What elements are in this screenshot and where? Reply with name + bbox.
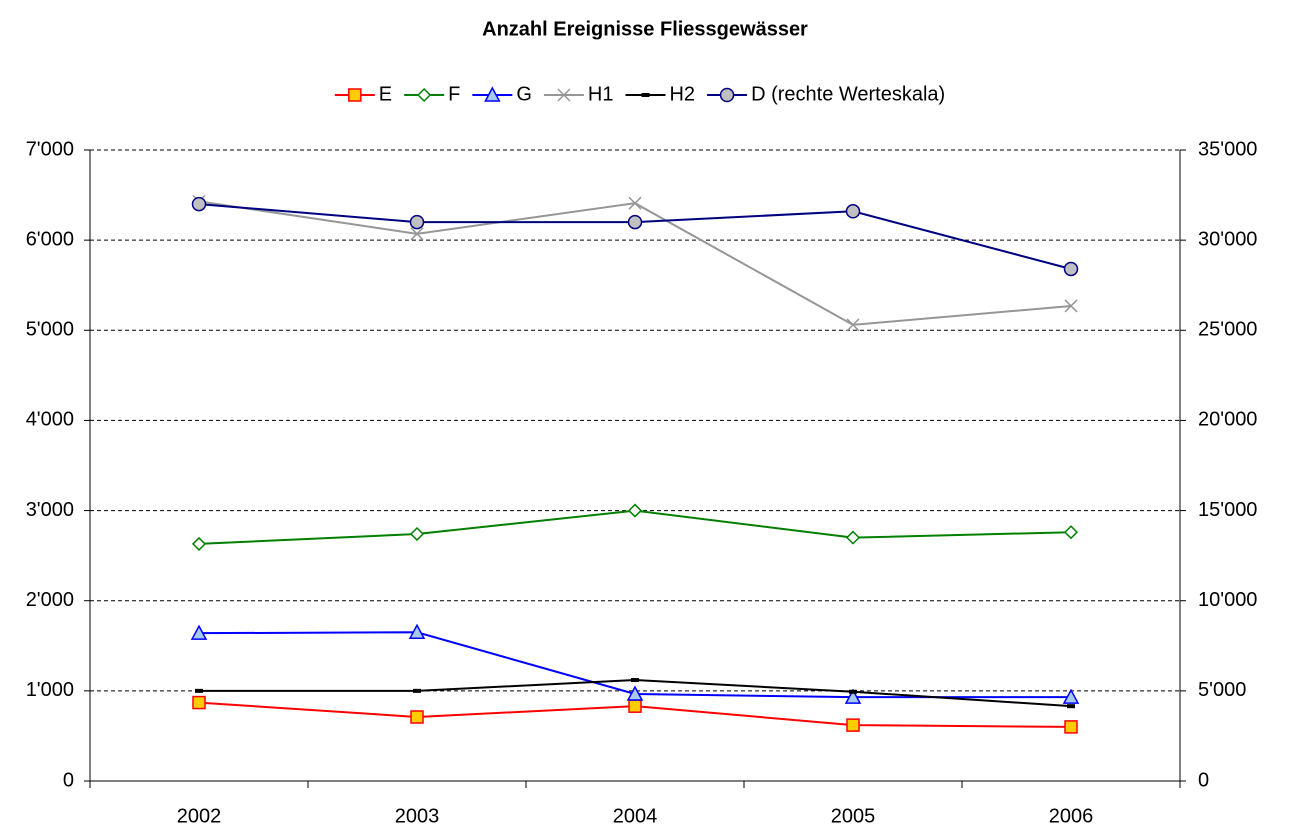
marker [557, 88, 571, 102]
marker [417, 87, 432, 103]
marker [626, 685, 644, 701]
x-tick-label: 2006 [1049, 805, 1094, 827]
legend-label: F [448, 83, 460, 105]
y2-tick-label: 30'000 [1198, 228, 1257, 250]
marker [627, 503, 643, 518]
y2-tick-label: 15'000 [1198, 499, 1257, 521]
x-tick-label: 2002 [177, 805, 222, 827]
legend-label: H1 [588, 83, 614, 105]
y2-tick-label: 0 [1198, 769, 1209, 791]
legend: E F G H1 H2 D (rechte Werteskala) [334, 83, 945, 105]
y-tick-label: 7'000 [26, 138, 74, 160]
marker [191, 196, 207, 212]
marker [195, 688, 203, 693]
marker [409, 214, 425, 230]
marker [631, 678, 639, 683]
marker [846, 718, 860, 732]
legend-label: H2 [669, 83, 695, 105]
y-tick-label: 3'000 [26, 499, 74, 521]
marker [627, 214, 643, 230]
y-tick-label: 0 [63, 769, 74, 791]
y2-tick-label: 25'000 [1198, 319, 1257, 341]
legend-label: D (rechte Werteskala) [751, 83, 945, 105]
x-tick-label: 2003 [395, 805, 440, 827]
marker [410, 710, 424, 724]
legend-label: G [516, 83, 532, 105]
marker [192, 695, 206, 710]
marker [410, 227, 424, 241]
marker [348, 88, 362, 102]
chart-title: Anzahl Ereignisse Fliessgewässer [482, 18, 808, 40]
marker [1063, 261, 1079, 277]
marker [845, 204, 861, 219]
marker [413, 688, 421, 693]
marker [846, 318, 860, 332]
y-tick-label: 2'000 [26, 589, 74, 611]
marker [409, 526, 425, 542]
y2-tick-label: 35'000 [1198, 138, 1257, 160]
marker [719, 87, 735, 103]
marker [844, 688, 862, 704]
y-tick-label: 1'000 [26, 679, 74, 701]
marker [190, 624, 208, 640]
marker [628, 196, 642, 210]
marker [484, 86, 501, 102]
y2-tick-label: 10'000 [1198, 589, 1257, 611]
marker [1064, 299, 1078, 313]
x-tick-label: 2005 [831, 805, 876, 827]
y-tick-label: 6'000 [26, 228, 74, 250]
marker [191, 536, 207, 551]
marker [408, 623, 426, 640]
y2-tick-label: 20'000 [1198, 409, 1257, 431]
marker [641, 93, 650, 97]
y-tick-label: 4'000 [26, 409, 74, 431]
x-tick-label: 2004 [613, 805, 658, 827]
legend-label: E [379, 83, 392, 105]
y-tick-label: 5'000 [26, 319, 74, 341]
marker [1064, 720, 1078, 734]
marker [1062, 688, 1080, 704]
marker [1067, 704, 1075, 709]
marker [1063, 525, 1079, 540]
marker [628, 699, 642, 713]
y2-tick-label: 5'000 [1198, 679, 1246, 701]
marker [849, 689, 857, 694]
marker [845, 530, 861, 545]
